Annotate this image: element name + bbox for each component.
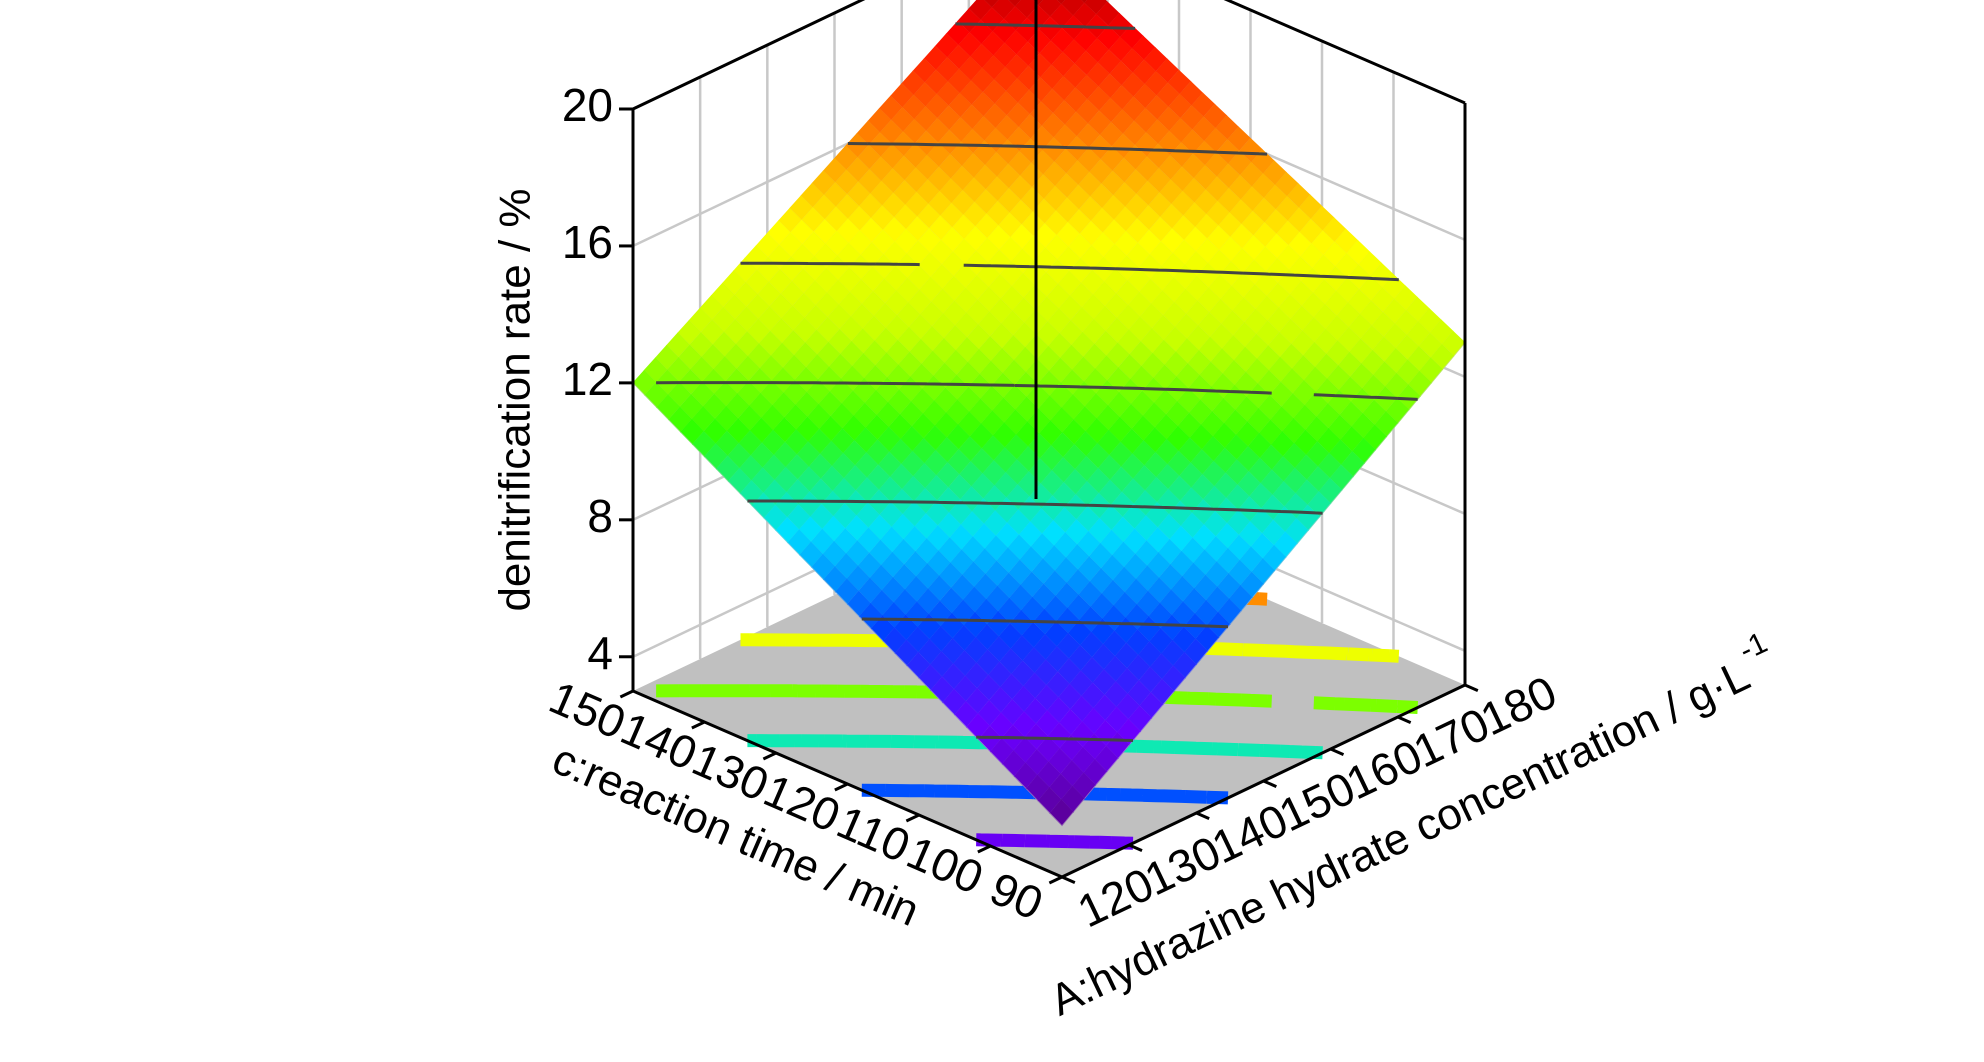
tick-mark [1330, 747, 1345, 756]
tick-mark [1128, 843, 1143, 852]
tick-mark [834, 782, 849, 792]
z-tick-label: 20 [562, 79, 613, 131]
tick-mark [691, 720, 706, 730]
surface-cell [1007, 0, 1022, 8]
frame [619, 0, 1479, 885]
z-tick-label: 4 [587, 627, 613, 679]
tick-mark [1464, 683, 1479, 692]
tick-mark [1262, 779, 1277, 788]
box-edge [1223, 0, 1466, 105]
surface-contour [747, 499, 1323, 515]
surface-contour [976, 735, 1134, 742]
mesh-line [1049, 811, 1074, 827]
z-axis-title: denitrification rate / % [491, 188, 540, 611]
tick-mark [762, 751, 777, 761]
tick-mark [1061, 875, 1076, 884]
surface-contour [861, 617, 1229, 629]
floor-contour [976, 833, 1134, 850]
tick-mark [905, 813, 920, 823]
surface [632, 0, 1466, 827]
surface-contour [955, 22, 1136, 30]
z-tick-label: 12 [562, 353, 613, 405]
surface-cell [1080, 0, 1088, 4]
z-tick-label: 16 [562, 216, 613, 268]
tick-mark [619, 689, 634, 699]
y-tick-label: 90 [983, 862, 1051, 930]
tick-mark [1397, 715, 1412, 724]
surface-contour [656, 381, 1418, 401]
tick-mark [1195, 811, 1210, 820]
surface-cell [1055, 0, 1066, 6]
z-tick-label: 8 [587, 490, 613, 542]
box-edge [632, 0, 866, 111]
tick-mark [1048, 875, 1063, 885]
tick-mark [977, 844, 992, 854]
surface-contour [847, 142, 1268, 156]
